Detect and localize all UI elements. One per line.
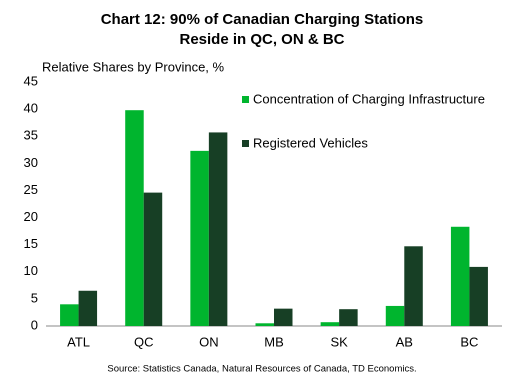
bar bbox=[190, 150, 209, 326]
bar bbox=[143, 192, 163, 326]
y-tick-label: 15 bbox=[24, 236, 38, 251]
y-tick-label: 10 bbox=[24, 263, 38, 278]
bar bbox=[78, 290, 98, 326]
x-tick-label: AB bbox=[396, 334, 413, 349]
legend-label: Registered Vehicles bbox=[253, 135, 368, 150]
bar bbox=[255, 323, 274, 326]
bar bbox=[385, 305, 405, 326]
source-note: Source: Statistics Canada, Natural Resou… bbox=[107, 364, 416, 375]
bar bbox=[404, 246, 423, 326]
bar bbox=[320, 322, 340, 326]
bar bbox=[208, 132, 228, 326]
chart-subtitle: Reside in QC, ON & BC bbox=[179, 31, 344, 48]
legend-swatch bbox=[242, 96, 249, 103]
bar bbox=[450, 226, 470, 326]
y-axis-label: Relative Shares by Province, % bbox=[42, 59, 225, 74]
bar bbox=[60, 304, 79, 326]
bar bbox=[469, 266, 488, 326]
y-tick-label: 0 bbox=[31, 317, 38, 332]
y-tick-label: 45 bbox=[24, 73, 38, 88]
x-tick-label: SK bbox=[330, 334, 348, 349]
legend-swatch bbox=[242, 140, 249, 147]
y-tick-label: 20 bbox=[24, 209, 38, 224]
bar bbox=[274, 308, 293, 326]
x-tick-label: ATL bbox=[67, 334, 90, 349]
y-tick-label: 40 bbox=[24, 101, 38, 116]
x-tick-label: ON bbox=[199, 334, 219, 349]
y-tick-label: 30 bbox=[24, 155, 38, 170]
x-tick-label: QC bbox=[134, 334, 154, 349]
bar bbox=[339, 309, 358, 326]
chart-title: Chart 12: 90% of Canadian Charging Stati… bbox=[101, 11, 424, 28]
y-tick-label: 35 bbox=[24, 128, 38, 143]
legend-label: Concentration of Charging Infrastructure bbox=[253, 91, 485, 106]
y-tick-label: 5 bbox=[31, 290, 38, 305]
x-tick-label: MB bbox=[264, 334, 284, 349]
y-tick-label: 25 bbox=[24, 182, 38, 197]
x-tick-label: BC bbox=[460, 334, 478, 349]
bar bbox=[125, 110, 144, 326]
